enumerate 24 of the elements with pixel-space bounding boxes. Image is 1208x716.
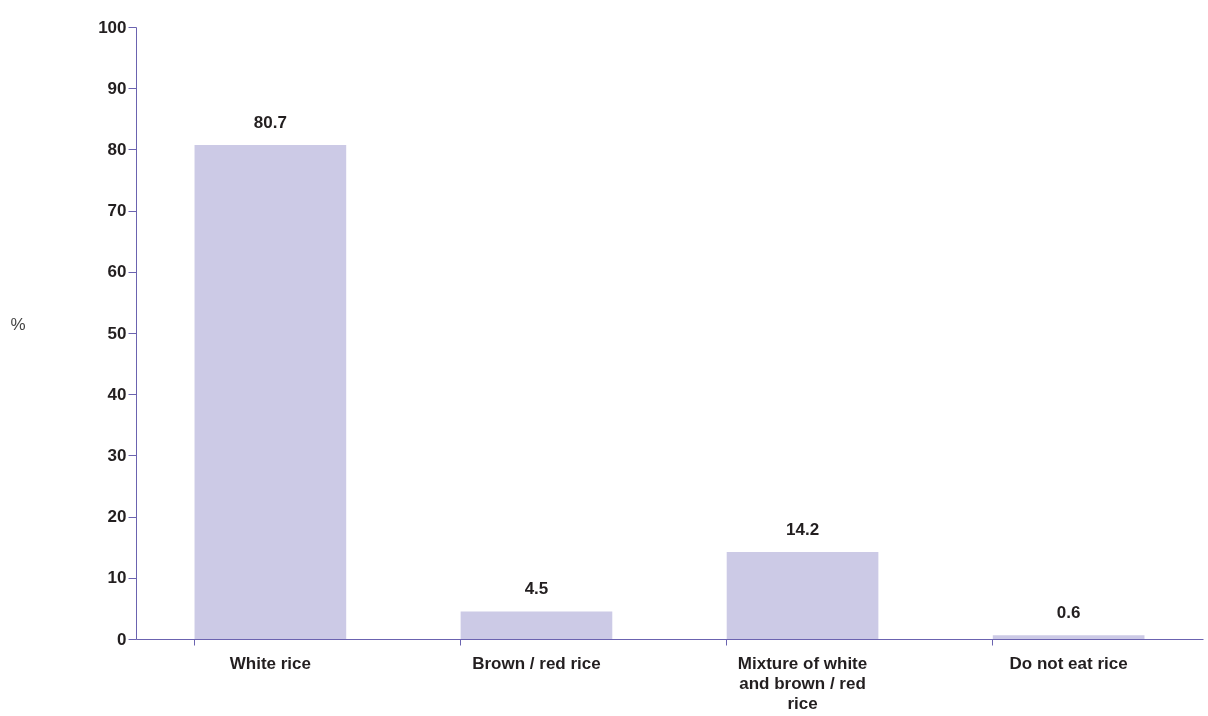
- y-tick-label: 70: [107, 201, 127, 221]
- x-tick-label: Brown / red rice: [472, 653, 601, 673]
- data-label: 14.2: [786, 520, 820, 540]
- bar: [194, 145, 347, 639]
- y-tick-label: 80: [107, 139, 127, 159]
- bar: [726, 552, 879, 639]
- y-tick-label: 30: [107, 445, 127, 465]
- data-label: 80.7: [253, 113, 287, 133]
- data-label: 4.5: [524, 579, 549, 599]
- y-tick-label: 0: [117, 629, 127, 649]
- y-axis-title: %: [10, 314, 26, 334]
- x-tick-label: Mixture of white and brown / red rice: [737, 653, 868, 713]
- bar: [992, 635, 1145, 639]
- y-tick-label: 90: [107, 78, 127, 98]
- y-tick-label: 20: [107, 507, 127, 527]
- x-tick-label: White rice: [229, 653, 311, 673]
- y-tick-label: 100: [98, 17, 127, 37]
- y-tick-label: 10: [107, 568, 127, 588]
- x-tick-label: Do not eat rice: [1009, 653, 1128, 673]
- bar: [460, 611, 613, 639]
- y-tick-label: 50: [107, 323, 127, 343]
- data-label: 0.6: [1056, 603, 1081, 623]
- y-tick-label: 60: [107, 262, 127, 282]
- y-tick-label: 40: [107, 384, 127, 404]
